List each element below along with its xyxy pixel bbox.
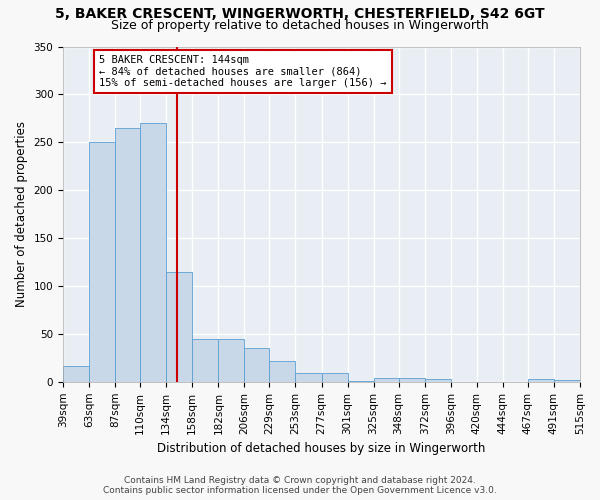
Bar (63, 366, 89, 382)
Text: Size of property relative to detached houses in Wingerworth: Size of property relative to detached ho… (111, 19, 489, 32)
Bar (374, 378, 398, 382)
X-axis label: Distribution of detached houses by size in Wingerworth: Distribution of detached houses by size … (157, 442, 486, 455)
Bar (269, 360, 295, 382)
Bar (218, 338, 244, 382)
Y-axis label: Number of detached properties: Number of detached properties (15, 121, 28, 307)
Text: 5, BAKER CRESCENT, WINGERWORTH, CHESTERFIELD, S42 6GT: 5, BAKER CRESCENT, WINGERWORTH, CHESTERF… (55, 8, 545, 22)
Bar (89, 142, 115, 382)
Bar (322, 373, 347, 382)
Bar (528, 379, 554, 382)
Text: 5 BAKER CRESCENT: 144sqm
← 84% of detached houses are smaller (864)
15% of semi-: 5 BAKER CRESCENT: 144sqm ← 84% of detach… (99, 55, 387, 88)
Bar (166, 272, 192, 382)
Bar (192, 338, 218, 382)
Bar (398, 378, 425, 382)
Bar (347, 381, 374, 382)
Bar (115, 128, 140, 382)
Text: Contains HM Land Registry data © Crown copyright and database right 2024.
Contai: Contains HM Land Registry data © Crown c… (103, 476, 497, 495)
Bar (295, 373, 322, 382)
Bar (425, 379, 451, 382)
Bar (140, 123, 166, 382)
Bar (244, 348, 269, 382)
Bar (554, 380, 580, 382)
